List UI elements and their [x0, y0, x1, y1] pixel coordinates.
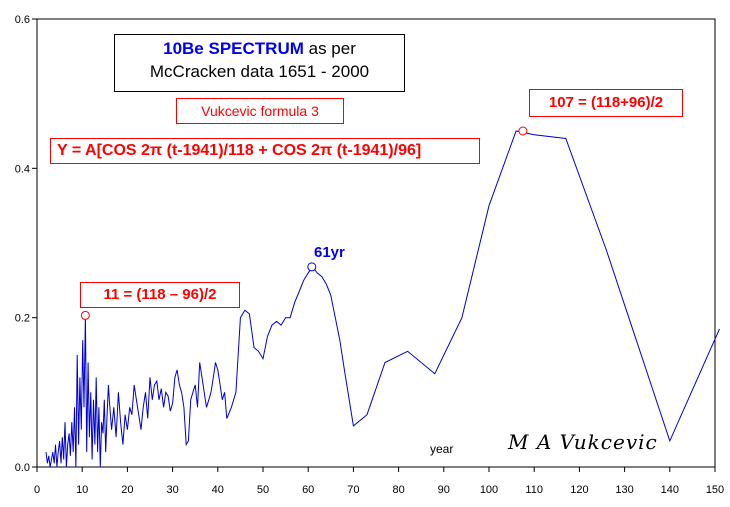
title-accent: 10Be SPECTRUM	[163, 39, 304, 58]
x-tick-label: 50	[257, 484, 269, 496]
x-tick-label: 60	[302, 484, 314, 496]
x-tick-label: 110	[525, 484, 543, 496]
annotation-11: 11 = (118 – 96)/2	[80, 282, 240, 308]
formula: Y = A[COS 2π (t-1941)/118 + COS 2π (t-19…	[50, 138, 480, 164]
peak-marker	[307, 262, 317, 272]
x-tick-label: 0	[34, 484, 40, 496]
x-tick-label: 150	[706, 484, 724, 496]
x-tick-label: 100	[480, 484, 498, 496]
title-line2: McCracken data 1651 - 2000	[149, 62, 370, 81]
series-line	[45, 130, 720, 468]
y-tick-label: 0.2	[15, 313, 30, 325]
formula-name: Vukcevic formula 3	[176, 98, 344, 124]
title-rest: as per	[303, 39, 356, 58]
x-tick-label: 130	[615, 484, 633, 496]
x-tick-label: 70	[347, 484, 359, 496]
peak-marker	[80, 310, 90, 320]
x-tick-label: 80	[392, 484, 404, 496]
peak-marker	[518, 126, 528, 136]
x-axis-label: year	[430, 442, 454, 456]
x-tick-label: 120	[570, 484, 588, 496]
x-tick-label: 40	[212, 484, 224, 496]
x-tick-label: 140	[661, 484, 679, 496]
x-tick-label: 10	[76, 484, 88, 496]
x-tick-label: 90	[438, 484, 450, 496]
x-tick-label: 20	[121, 484, 133, 496]
y-tick-label: 0.4	[15, 163, 30, 175]
chart-title: 10Be SPECTRUM as per McCracken data 1651…	[114, 34, 405, 92]
x-tick-label: 30	[166, 484, 178, 496]
y-tick-label: 0.6	[15, 14, 30, 26]
signature: M A Vukcevic	[508, 430, 658, 454]
annotation-107: 107 = (118+96)/2	[529, 89, 683, 117]
y-tick-label: 0.0	[15, 462, 30, 474]
annotation-61yr: 61yr	[314, 244, 345, 261]
